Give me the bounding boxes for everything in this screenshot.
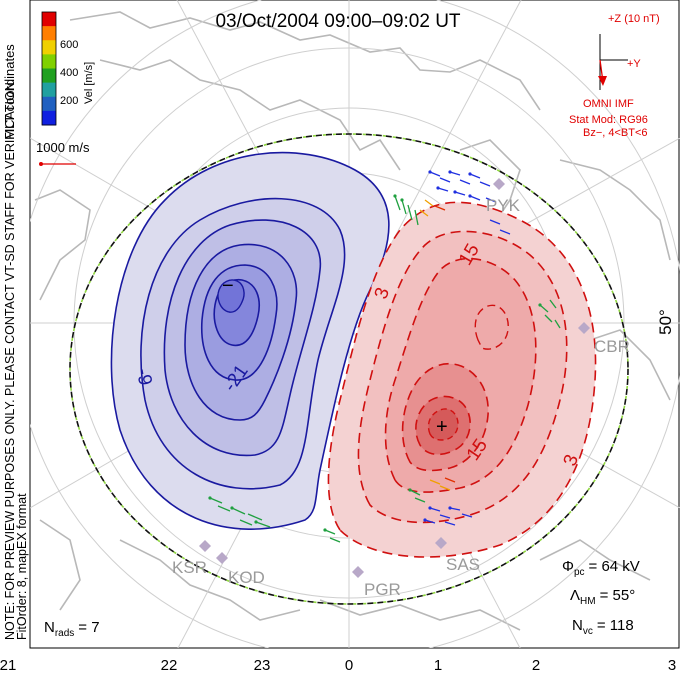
imf-z-label: +Z (10 nT) [608,13,660,25]
imf-source: OMNI IMF [583,98,634,110]
station-sas-icon [435,537,447,549]
imf-y-label: +Y [627,58,641,70]
coordinates-label: MLT coordinates [2,44,17,140]
station-label-pgr: PGR [364,580,401,599]
station-label-sas: SAS [446,555,480,574]
mlt-tick-21: 21 [0,657,16,674]
station-pgr-icon [352,566,364,578]
station-label-pyk: PYK [486,196,521,215]
station-markers: PYK CBR KSR KOD PGR SAS [172,178,630,599]
vector-count: Nvc = 118 [572,617,634,637]
mlt-tick-2: 2 [532,657,540,674]
mlt-tick-3: 3 [668,657,676,674]
mlt-tick-0: 0 [345,657,353,674]
mlt-tick-1: 1 [434,657,442,674]
colorbar-segment [42,40,56,55]
imf-indicator: +Z (10 nT) +Y OMNI IMF Stat Mod: RG96 Bz… [569,13,660,139]
velocity-vectors [208,170,561,543]
scale-vector-arrow [39,162,76,166]
mlt-tick-22: 22 [161,657,178,674]
mlt-axis: 21 22 23 0 1 2 3 [0,657,676,674]
colorbar-segment [42,54,56,69]
mlt-tick-23: 23 [254,657,271,674]
velocity-colorbar: 600 400 200 Vel [m/s] [41,11,95,126]
colorbar-tick-400: 400 [60,67,78,79]
contour-label-neg-9: -9 [132,367,156,387]
potential-max-marker: + [436,416,448,438]
colorbar-segment [42,12,56,27]
station-kod-icon [216,552,228,564]
radar-count: Nrads = 7 [44,619,100,639]
latitude-label: 50° [656,309,675,335]
colorbar-segment [42,68,56,84]
station-cbr-icon [578,322,590,334]
station-label-cbr: CBR [594,337,630,356]
hm-boundary-vectors [69,133,629,605]
station-pyk-icon [493,178,505,190]
potential-min-marker: − [222,275,234,297]
colorbar-segment [42,96,56,112]
scale-vector-label: 1000 m/s [36,140,90,155]
station-label-kod: KOD [228,568,265,587]
positive-potential-cell [327,201,597,558]
colorbar-segment [42,26,56,41]
cross-polar-potential: Φpc = 64 kV [562,558,640,578]
colorbar-tick-200: 200 [60,95,78,107]
colorbar-segment [42,82,56,98]
station-ksr-icon [199,540,211,552]
map-statistics: Φpc = 64 kV ΛHM = 55° Nvc = 118 Nrads = 7 [44,558,640,639]
preview-note: NOTE: FOR PREVIEW PURPOSES ONLY. PLEASE … [3,79,17,640]
imf-condition: Bz−, 4<BT<6 [583,127,648,139]
colorbar-segment [42,110,56,126]
colorbar-tick-600: 600 [60,39,78,51]
fitorder-label: FitOrder: 8, mapEX format [15,493,29,640]
map-title: 03/Oct/2004 09:00–09:02 UT [215,11,460,32]
station-label-ksr: KSR [172,558,207,577]
hm-latitude: ΛHM = 55° [570,587,635,607]
colorbar-label: Vel [m/s] [83,62,95,104]
imf-stat-mod: Stat Mod: RG96 [569,114,648,126]
negative-potential-cell [110,151,390,530]
